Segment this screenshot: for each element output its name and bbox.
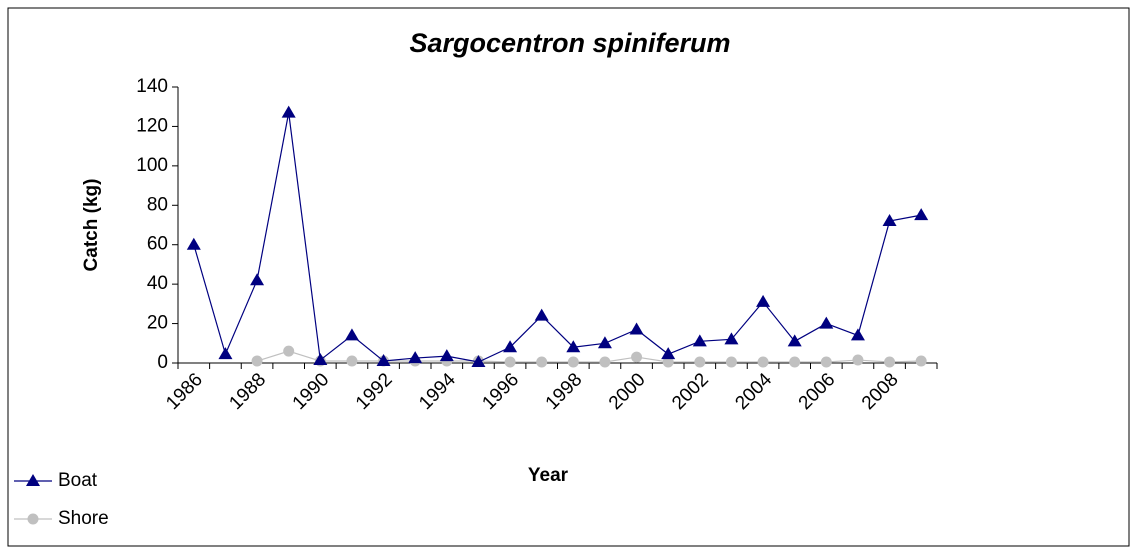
data-point xyxy=(251,355,263,367)
legend-marker xyxy=(26,474,40,486)
y-axis-title: Catch (kg) xyxy=(81,179,102,272)
y-tick-label: 80 xyxy=(147,194,168,215)
legend-label: Shore xyxy=(58,508,109,529)
data-point xyxy=(631,351,643,363)
data-point xyxy=(820,356,832,368)
chart-title: Sargocentron spiniferum xyxy=(409,28,730,58)
y-tick-label: 20 xyxy=(147,313,168,334)
data-point xyxy=(629,322,644,335)
data-point xyxy=(283,345,295,357)
data-point xyxy=(882,214,897,227)
data-point xyxy=(694,356,706,368)
data-point xyxy=(661,347,676,360)
data-point xyxy=(534,308,549,321)
data-point xyxy=(662,356,674,368)
data-point xyxy=(757,356,769,368)
data-point xyxy=(884,356,896,368)
data-point xyxy=(915,355,927,367)
data-point xyxy=(376,354,391,367)
data-point xyxy=(725,356,737,368)
data-point xyxy=(346,355,358,367)
data-point xyxy=(852,354,864,366)
data-point xyxy=(503,340,518,353)
y-tick-label: 100 xyxy=(136,155,168,176)
data-point xyxy=(186,237,201,250)
data-point xyxy=(914,208,929,221)
data-point xyxy=(787,334,802,347)
chart-border xyxy=(7,7,1130,547)
x-axis-title: Year xyxy=(528,465,569,486)
data-point xyxy=(756,294,771,307)
data-point xyxy=(218,347,233,360)
data-point xyxy=(567,356,579,368)
legend-marker xyxy=(27,513,39,525)
data-point xyxy=(471,355,486,368)
data-point xyxy=(313,353,328,366)
data-point xyxy=(504,356,516,368)
series-line xyxy=(256,350,922,363)
data-point xyxy=(724,332,739,345)
data-point xyxy=(536,356,548,368)
data-point xyxy=(566,340,581,353)
data-point xyxy=(250,273,265,286)
data-point xyxy=(344,328,359,341)
data-point xyxy=(819,316,834,329)
y-tick-label: 60 xyxy=(147,234,168,255)
data-point xyxy=(408,351,423,364)
y-tick-label: 140 xyxy=(136,76,168,97)
y-tick-label: 0 xyxy=(157,352,168,373)
legend-label: Boat xyxy=(58,470,98,491)
series-line xyxy=(193,112,922,363)
data-point xyxy=(597,336,612,349)
data-point xyxy=(692,334,707,347)
data-point xyxy=(599,356,611,368)
data-point xyxy=(850,328,865,341)
data-point xyxy=(439,349,454,362)
y-tick-label: 40 xyxy=(147,273,168,294)
data-point xyxy=(789,356,801,368)
y-tick-label: 120 xyxy=(136,115,168,136)
data-point xyxy=(281,105,296,118)
